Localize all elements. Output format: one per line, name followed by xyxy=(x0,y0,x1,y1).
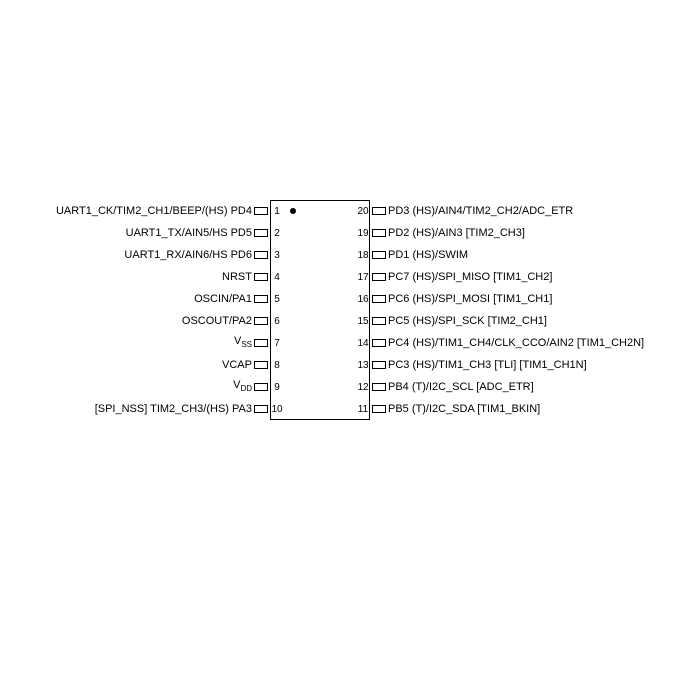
pin-number: 16 xyxy=(356,294,370,305)
pin-label: OSCOUT/PA2 xyxy=(182,316,252,327)
pin-number: 2 xyxy=(270,228,284,239)
pin-right-16: 16 PC6 (HS)/SPI_MOSI [TIM1_CH1] xyxy=(356,288,700,310)
pin-pad xyxy=(254,207,268,215)
pin-pad xyxy=(372,361,386,369)
pin-label: VCAP xyxy=(222,360,252,371)
pin-left-4: NRST 4 xyxy=(0,266,284,288)
pin-number: 5 xyxy=(270,294,284,305)
pin-pad xyxy=(254,229,268,237)
pin-label: PC5 (HS)/SPI_SCK [TIM2_CH1] xyxy=(388,316,547,327)
pin-left-5: OSCIN/PA1 5 xyxy=(0,288,284,310)
pin-number: 20 xyxy=(356,206,370,217)
pin-right-19: 19 PD2 (HS)/AIN3 [TIM2_CH3] xyxy=(356,222,700,244)
pin-left-7: VSS 7 xyxy=(0,332,284,354)
pin-label: UART1_TX/AIN5/HS PD5 xyxy=(126,228,252,239)
pin-number: 12 xyxy=(356,382,370,393)
pin-pad xyxy=(254,383,268,391)
pin-pad xyxy=(254,361,268,369)
pin-pad xyxy=(372,383,386,391)
pin-right-18: 18 PD1 (HS)/SWIM xyxy=(356,244,700,266)
pin-label: OSCIN/PA1 xyxy=(194,294,252,305)
pin-number: 1 xyxy=(270,206,284,217)
pin-number: 13 xyxy=(356,360,370,371)
pin-pad xyxy=(372,251,386,259)
pin-label: PC4 (HS)/TIM1_CH4/CLK_CCO/AIN2 [TIM1_CH2… xyxy=(388,338,644,349)
pin-number: 8 xyxy=(270,360,284,371)
pin-pad xyxy=(254,317,268,325)
pin-label: VDD xyxy=(233,380,252,393)
pin-pad xyxy=(372,273,386,281)
pin-left-1: UART1_CK/TIM2_CH1/BEEP/(HS) PD4 1 xyxy=(0,200,284,222)
pin-number: 18 xyxy=(356,250,370,261)
pin-pad xyxy=(372,405,386,413)
pin-label: PC7 (HS)/SPI_MISO [TIM1_CH2] xyxy=(388,272,552,283)
pin-number: 6 xyxy=(270,316,284,327)
pin-number: 3 xyxy=(270,250,284,261)
pin-label: PC6 (HS)/SPI_MOSI [TIM1_CH1] xyxy=(388,294,552,305)
pin-pad xyxy=(372,317,386,325)
pin-number: 10 xyxy=(270,404,284,415)
pin-pad xyxy=(254,339,268,347)
pin-label: PD3 (HS)/AIN4/TIM2_CH2/ADC_ETR xyxy=(388,206,573,217)
pin-pad xyxy=(372,339,386,347)
pin-number: 17 xyxy=(356,272,370,283)
pin-right-17: 17 PC7 (HS)/SPI_MISO [TIM1_CH2] xyxy=(356,266,700,288)
pin-pad xyxy=(254,405,268,413)
pin-right-14: 14 PC4 (HS)/TIM1_CH4/CLK_CCO/AIN2 [TIM1_C… xyxy=(356,332,700,354)
pin-number: 15 xyxy=(356,316,370,327)
pin-pad xyxy=(372,207,386,215)
pin-right-11: 11 PB5 (T)/I2C_SDA [TIM1_BKIN] xyxy=(356,398,700,420)
pin-left-2: UART1_TX/AIN5/HS PD5 2 xyxy=(0,222,284,244)
pin-pad xyxy=(254,295,268,303)
pin-number: 19 xyxy=(356,228,370,239)
chip-body xyxy=(270,200,370,420)
pin-label: VSS xyxy=(234,336,252,349)
pin-label: PD2 (HS)/AIN3 [TIM2_CH3] xyxy=(388,228,525,239)
pin-label: PB5 (T)/I2C_SDA [TIM1_BKIN] xyxy=(388,404,540,415)
pin-left-8: VCAP 8 xyxy=(0,354,284,376)
pin-left-6: OSCOUT/PA2 6 xyxy=(0,310,284,332)
pin-right-13: 13 PC3 (HS)/TIM1_CH3 [TLI] [TIM1_CH1N] xyxy=(356,354,700,376)
pin-label: PD1 (HS)/SWIM xyxy=(388,250,468,261)
pin-label: [SPI_NSS] TIM2_CH3/(HS) PA3 xyxy=(95,404,252,415)
pin-left-3: UART1_RX/AIN6/HS PD6 3 xyxy=(0,244,284,266)
pin-number: 9 xyxy=(270,382,284,393)
pin1-indicator-dot xyxy=(290,208,296,214)
pin-left-10: [SPI_NSS] TIM2_CH3/(HS) PA3 10 xyxy=(0,398,284,420)
pin-right-12: 12 PB4 (T)/I2C_SCL [ADC_ETR] xyxy=(356,376,700,398)
pin-right-15: 15 PC5 (HS)/SPI_SCK [TIM2_CH1] xyxy=(356,310,700,332)
pin-label: UART1_RX/AIN6/HS PD6 xyxy=(124,250,252,261)
pin-number: 11 xyxy=(356,404,370,415)
pin-number: 7 xyxy=(270,338,284,349)
pin-label: NRST xyxy=(222,272,252,283)
pin-pad xyxy=(372,229,386,237)
pin-number: 4 xyxy=(270,272,284,283)
pin-pad xyxy=(254,273,268,281)
pin-left-9: VDD 9 xyxy=(0,376,284,398)
pin-number: 14 xyxy=(356,338,370,349)
pin-pad xyxy=(254,251,268,259)
pin-pad xyxy=(372,295,386,303)
pin-label: PC3 (HS)/TIM1_CH3 [TLI] [TIM1_CH1N] xyxy=(388,360,587,371)
pin-label: UART1_CK/TIM2_CH1/BEEP/(HS) PD4 xyxy=(56,206,252,217)
pin-label: PB4 (T)/I2C_SCL [ADC_ETR] xyxy=(388,382,534,393)
pin-right-20: 20 PD3 (HS)/AIN4/TIM2_CH2/ADC_ETR xyxy=(356,200,700,222)
